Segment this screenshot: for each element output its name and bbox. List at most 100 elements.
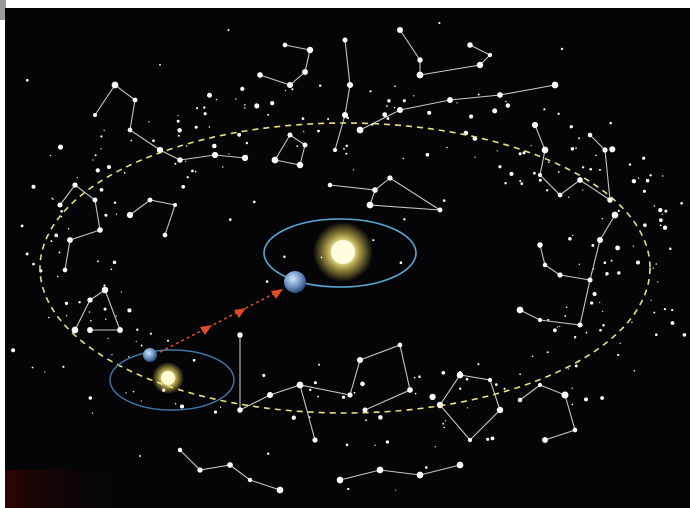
star [68,228,70,230]
star [235,98,236,99]
star [307,47,313,53]
star [584,397,588,401]
star [491,437,495,441]
star [571,147,574,150]
star [575,147,577,149]
star [108,338,109,339]
star [438,22,440,24]
star [531,145,532,146]
star [248,478,252,482]
star [67,237,73,243]
star [467,407,468,408]
star [568,368,569,369]
star [159,64,161,66]
star [542,147,549,154]
star [566,306,568,308]
star [466,378,469,381]
star [488,53,492,57]
star [425,466,428,469]
star [62,366,64,368]
star [552,82,559,89]
star [116,214,117,215]
star [100,148,101,149]
star [104,308,107,311]
star [125,392,126,393]
star [504,182,506,184]
star [591,244,594,247]
star [178,135,180,137]
star [578,137,580,139]
star [602,311,603,312]
star [244,104,246,106]
star [537,242,543,248]
star [346,145,348,147]
star [671,321,675,325]
star [32,263,35,266]
star [54,234,58,238]
star [492,108,497,113]
star [237,407,243,413]
star [403,218,405,220]
star [362,407,367,412]
star [457,462,464,469]
star [114,201,116,203]
star [442,423,444,425]
star [663,226,667,230]
star [93,113,97,117]
star [148,198,153,203]
star [237,133,241,137]
star [180,404,184,408]
star [317,130,320,133]
star [538,173,542,177]
star [110,268,112,270]
star [60,210,63,213]
star [244,107,246,109]
star [296,145,298,147]
star [609,122,612,125]
star [314,381,317,384]
star [427,111,431,115]
star [447,97,453,103]
star [26,79,29,82]
star [600,396,604,400]
star [387,175,392,180]
star [477,62,483,68]
star [638,177,640,179]
star [347,82,353,88]
star [193,359,196,362]
star [543,108,545,110]
star [435,446,436,447]
star [588,278,593,283]
star [602,218,604,220]
star [267,392,273,398]
star [136,341,137,342]
star [87,327,93,333]
star [558,171,560,173]
star [446,147,447,148]
star [102,287,109,294]
star [178,158,183,163]
star [59,251,61,253]
star [181,185,185,189]
star [124,172,126,174]
star [267,453,269,455]
star [653,267,654,268]
star [100,188,104,192]
star [116,315,117,316]
star [371,124,373,126]
star [604,261,607,264]
star [347,117,349,119]
star [441,371,445,375]
star [50,155,51,156]
star [575,364,578,367]
star [266,280,269,283]
star [649,174,651,176]
star [343,148,345,150]
star [222,166,223,167]
star [297,162,304,169]
star [579,264,580,265]
star [228,153,229,154]
star [66,315,67,316]
star [32,367,34,369]
star [240,87,244,91]
